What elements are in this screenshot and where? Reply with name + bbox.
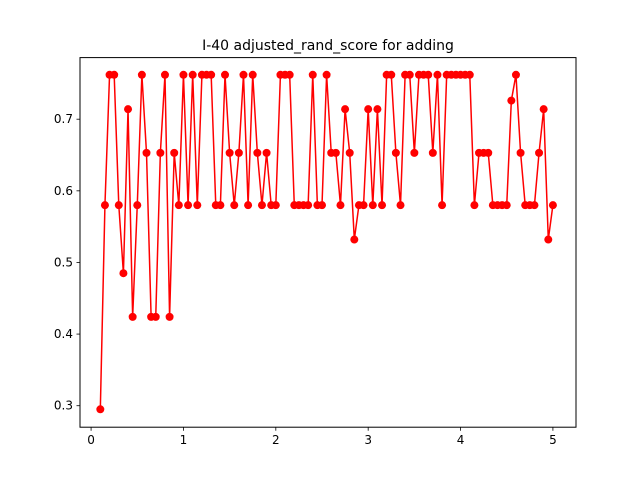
data-point — [535, 148, 544, 157]
data-point — [322, 70, 331, 79]
y-axis: 0.3 0.4 0.5 0.6 0.7 — [54, 112, 80, 413]
x-tick-label: 4 — [457, 433, 465, 447]
data-point — [516, 148, 525, 157]
data-point — [230, 201, 239, 210]
data-point — [465, 70, 474, 79]
data-point — [345, 148, 354, 157]
data-point — [221, 70, 230, 79]
axes-frame — [79, 57, 577, 428]
x-tick-label: 5 — [549, 433, 557, 447]
data-point — [331, 148, 340, 157]
data-point — [438, 201, 447, 210]
data-point — [156, 148, 165, 157]
y-tick-label: 0.7 — [54, 112, 73, 126]
data-point — [364, 105, 373, 114]
x-tick-label: 1 — [180, 433, 188, 447]
data-point — [318, 201, 326, 210]
data-point — [239, 70, 248, 79]
x-axis: 0 1 2 3 4 5 — [87, 427, 557, 447]
data-point — [124, 105, 133, 114]
data-point — [539, 105, 548, 114]
data-point — [234, 148, 243, 157]
data-point — [262, 148, 271, 157]
data-point — [96, 405, 105, 414]
data-point — [387, 70, 396, 79]
data-point — [179, 70, 188, 79]
x-tick-label: 2 — [272, 433, 280, 447]
data-point — [193, 201, 202, 210]
y-tick-label: 0.3 — [54, 399, 73, 413]
data-point — [350, 235, 359, 244]
data-point — [119, 269, 128, 278]
data-point — [341, 105, 350, 114]
x-tick-label: 0 — [87, 433, 95, 447]
data-point — [391, 148, 400, 157]
data-point — [511, 70, 520, 79]
data-point — [433, 70, 442, 79]
data-point — [405, 70, 414, 79]
data-point — [151, 312, 160, 321]
data-point — [253, 148, 262, 157]
data-point — [142, 148, 151, 157]
data-point — [336, 201, 345, 210]
data-point — [378, 201, 387, 210]
data-point — [502, 201, 511, 210]
data-point — [548, 201, 557, 210]
data-point — [396, 201, 405, 210]
data-point — [174, 201, 183, 210]
data-point — [128, 312, 137, 321]
data-point — [507, 96, 516, 105]
data-point — [207, 70, 216, 79]
data-point — [184, 201, 193, 210]
data-point — [271, 201, 280, 210]
data-point — [170, 148, 179, 157]
y-tick-label: 0.4 — [54, 327, 73, 341]
data-point — [368, 201, 377, 210]
data-point — [424, 70, 433, 79]
y-tick-label: 0.6 — [54, 184, 73, 198]
data-point — [373, 105, 382, 114]
data-point — [257, 201, 266, 210]
data-point — [530, 201, 539, 210]
data-point — [359, 201, 368, 210]
plot-area — [96, 70, 557, 414]
data-point — [484, 148, 493, 157]
data-point — [137, 70, 146, 79]
data-point — [410, 148, 419, 157]
data-point — [165, 312, 174, 321]
data-point — [188, 70, 197, 79]
data-point — [470, 201, 479, 210]
data-point — [100, 201, 109, 210]
data-point — [110, 70, 119, 79]
data-point — [248, 70, 257, 79]
data-point — [544, 235, 553, 244]
data-point — [428, 148, 437, 157]
data-point — [285, 70, 294, 79]
data-point — [225, 148, 234, 157]
data-point — [133, 201, 142, 210]
data-point — [216, 201, 225, 210]
data-point — [308, 70, 317, 79]
chart-title: I-40 adjusted_rand_score for adding — [202, 38, 454, 54]
y-tick-label: 0.5 — [54, 255, 73, 269]
data-point — [160, 70, 169, 79]
data-point — [114, 201, 123, 210]
data-point — [244, 201, 253, 210]
data-point — [304, 201, 313, 210]
x-tick-label: 3 — [364, 433, 372, 447]
